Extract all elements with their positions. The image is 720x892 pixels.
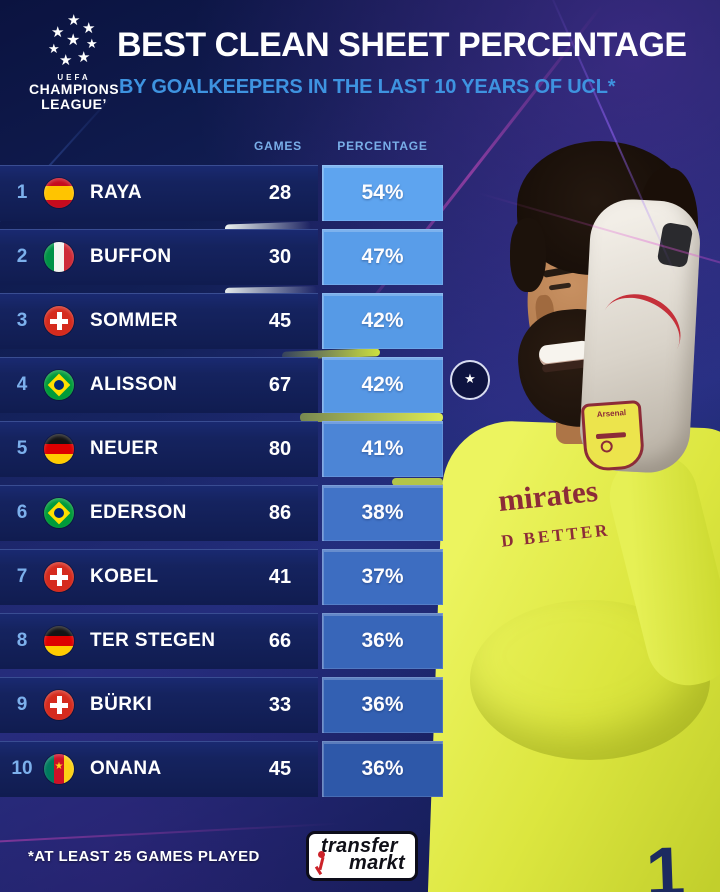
games-column-header: GAMES xyxy=(253,139,302,153)
row-main: 5 NEUER 80 xyxy=(0,421,318,477)
germany-flag-icon xyxy=(44,434,74,464)
rank-label: 10 xyxy=(11,758,33,779)
percentage-cell: 54% xyxy=(322,165,443,221)
row-main: 7 KOBEL 41 xyxy=(0,549,318,605)
transfermarkt-logo-line1: transfer xyxy=(321,835,398,857)
light-flare xyxy=(300,413,443,422)
percentage-cell: 41% xyxy=(322,421,443,477)
table-row: 6 EDERSON 86 38% xyxy=(0,485,443,541)
games-value: 33 xyxy=(268,693,292,716)
table-row: 1 RAYA 28 54% xyxy=(0,165,443,221)
table-rows: 1 RAYA 28 54% 2 BUFFON 30 47% 3 SOMMER 4… xyxy=(0,165,443,797)
player-name: BÜRKI xyxy=(90,694,153,715)
percentage-cell: 38% xyxy=(322,485,443,541)
transfermarkt-logo-line2: markt xyxy=(349,852,405,874)
games-value: 66 xyxy=(268,629,292,652)
table-row: 3 SOMMER 45 42% xyxy=(0,293,443,349)
transfermarkt-player-icon xyxy=(314,851,328,876)
switzerland-flag-icon xyxy=(44,306,74,336)
champions-label: CHAMPIONS xyxy=(28,81,120,97)
transfermarkt-logo: transfer markt xyxy=(306,831,418,881)
table-row: 2 BUFFON 30 47% xyxy=(0,229,443,285)
rank-label: 4 xyxy=(16,374,28,395)
table-row: 8 TER STEGEN 66 36% xyxy=(0,613,443,669)
player-name: NEUER xyxy=(90,438,159,459)
player-name: BUFFON xyxy=(90,246,172,267)
percentage-column-header: PERCENTAGE xyxy=(337,139,428,153)
ucl-starball-sleeve-patch-icon: ★ xyxy=(450,360,490,400)
table-row: 7 KOBEL 41 37% xyxy=(0,549,443,605)
switzerland-flag-icon xyxy=(44,690,74,720)
footnote: *AT LEAST 25 GAMES PLAYED xyxy=(28,848,260,865)
cannon-icon xyxy=(595,432,627,440)
germany-flag-icon xyxy=(44,626,74,656)
page-subtitle: BY GOALKEEPERS IN THE LAST 10 YEARS OF U… xyxy=(119,76,616,98)
player-name: ONANA xyxy=(90,758,162,779)
percentage-cell: 36% xyxy=(322,741,443,797)
row-main: 3 SOMMER 45 xyxy=(0,293,318,349)
percentage-cell: 36% xyxy=(322,613,443,669)
player-name: TER STEGEN xyxy=(90,630,216,651)
rank-label: 5 xyxy=(16,438,28,459)
percentage-cell: 47% xyxy=(322,229,443,285)
games-value: 41 xyxy=(268,565,292,588)
light-flare xyxy=(392,478,443,486)
player-name: ALISSON xyxy=(90,374,178,395)
crest-text: Arsenal xyxy=(596,408,627,420)
player-name: EDERSON xyxy=(90,502,187,523)
percentage-cell: 36% xyxy=(322,677,443,733)
player-name: KOBEL xyxy=(90,566,159,587)
row-main: 4 ALISSON 67 xyxy=(0,357,318,413)
brazil-flag-icon xyxy=(44,370,74,400)
switzerland-flag-icon xyxy=(44,562,74,592)
ucl-logo: ★ ★ ★ ★ ★ ★ ★ ★ UEFA CHAMPIONS LEAGUEʼ xyxy=(18,12,130,112)
rank-label: 2 xyxy=(16,246,28,267)
games-value: 86 xyxy=(268,501,292,524)
curly-hair xyxy=(510,218,546,292)
rank-label: 9 xyxy=(16,694,28,715)
row-main: 1 RAYA 28 xyxy=(0,165,318,221)
page-title: BEST CLEAN SHEET PERCENTAGE xyxy=(117,26,687,64)
arsenal-crest: Arsenal xyxy=(580,399,646,473)
games-value: 28 xyxy=(268,181,292,204)
row-main: 6 EDERSON 86 xyxy=(0,485,318,541)
games-value: 67 xyxy=(268,373,292,396)
table-row: 5 NEUER 80 41% xyxy=(0,421,443,477)
games-value: 80 xyxy=(268,437,292,460)
rank-label: 1 xyxy=(16,182,28,203)
shirt-number: 1 xyxy=(644,832,687,892)
uefa-label: UEFA xyxy=(57,73,91,82)
italy-flag-icon xyxy=(44,242,74,272)
player-name: RAYA xyxy=(90,182,142,203)
rank-label: 6 xyxy=(16,502,28,523)
ucl-starball-icon: ★ ★ ★ ★ ★ ★ ★ ★ xyxy=(48,12,98,69)
table-row: 4 ALISSON 67 42% xyxy=(0,357,443,413)
rank-label: 8 xyxy=(16,630,28,651)
player-name: SOMMER xyxy=(90,310,178,331)
games-value: 30 xyxy=(268,245,292,268)
percentage-cell: 42% xyxy=(322,357,443,413)
row-main: 9 BÜRKI 33 xyxy=(0,677,318,733)
games-value: 45 xyxy=(268,309,292,332)
table-row: 10 ONANA 45 36% xyxy=(0,741,443,797)
brazil-flag-icon xyxy=(44,498,74,528)
cannon-wheel-icon xyxy=(600,440,614,453)
spain-flag-icon xyxy=(44,178,74,208)
rank-label: 3 xyxy=(16,310,28,331)
percentage-cell: 42% xyxy=(322,293,443,349)
cameroon-flag-icon xyxy=(44,754,74,784)
row-main: 10 ONANA 45 xyxy=(0,741,318,797)
percentage-cell: 37% xyxy=(322,549,443,605)
league-label: LEAGUEʼ xyxy=(41,96,107,112)
table-row: 9 BÜRKI 33 36% xyxy=(0,677,443,733)
row-main: 2 BUFFON 30 xyxy=(0,229,318,285)
games-value: 45 xyxy=(268,757,292,780)
rank-label: 7 xyxy=(16,566,28,587)
row-main: 8 TER STEGEN 66 xyxy=(0,613,318,669)
